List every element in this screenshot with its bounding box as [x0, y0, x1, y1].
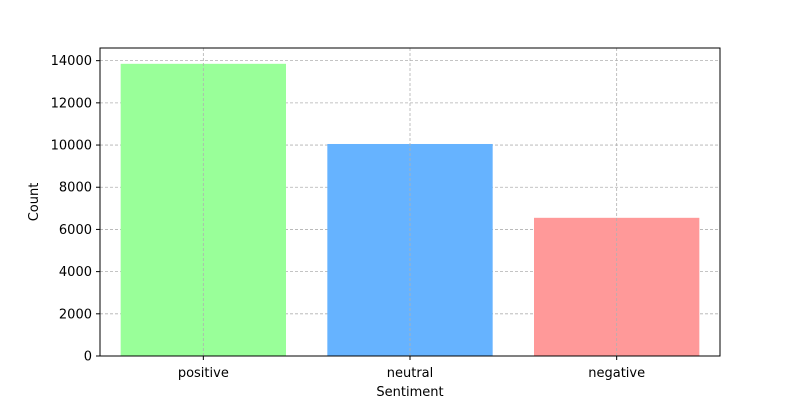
x-tick-label-neutral: neutral: [387, 366, 434, 381]
y-tick-label: 2000: [59, 307, 92, 322]
x-tick-label-negative: negative: [588, 366, 645, 381]
x-axis-label: Sentiment: [376, 385, 443, 400]
y-axis-ticks: 0 2000 4000 6000 8000 10000 12000 14000: [51, 54, 100, 365]
y-tick-label: 10000: [51, 139, 92, 154]
y-tick-label: 6000: [59, 223, 92, 238]
y-tick-label: 4000: [59, 265, 92, 280]
y-tick-label: 0: [84, 350, 92, 365]
x-axis-ticks: positive neutral negative: [178, 356, 645, 381]
y-axis-label: Count: [27, 183, 42, 222]
y-tick-label: 12000: [51, 96, 92, 111]
y-tick-label: 8000: [59, 181, 92, 196]
y-tick-label: 14000: [51, 54, 92, 69]
x-grid: [202, 48, 618, 356]
x-tick-label-positive: positive: [178, 366, 229, 381]
